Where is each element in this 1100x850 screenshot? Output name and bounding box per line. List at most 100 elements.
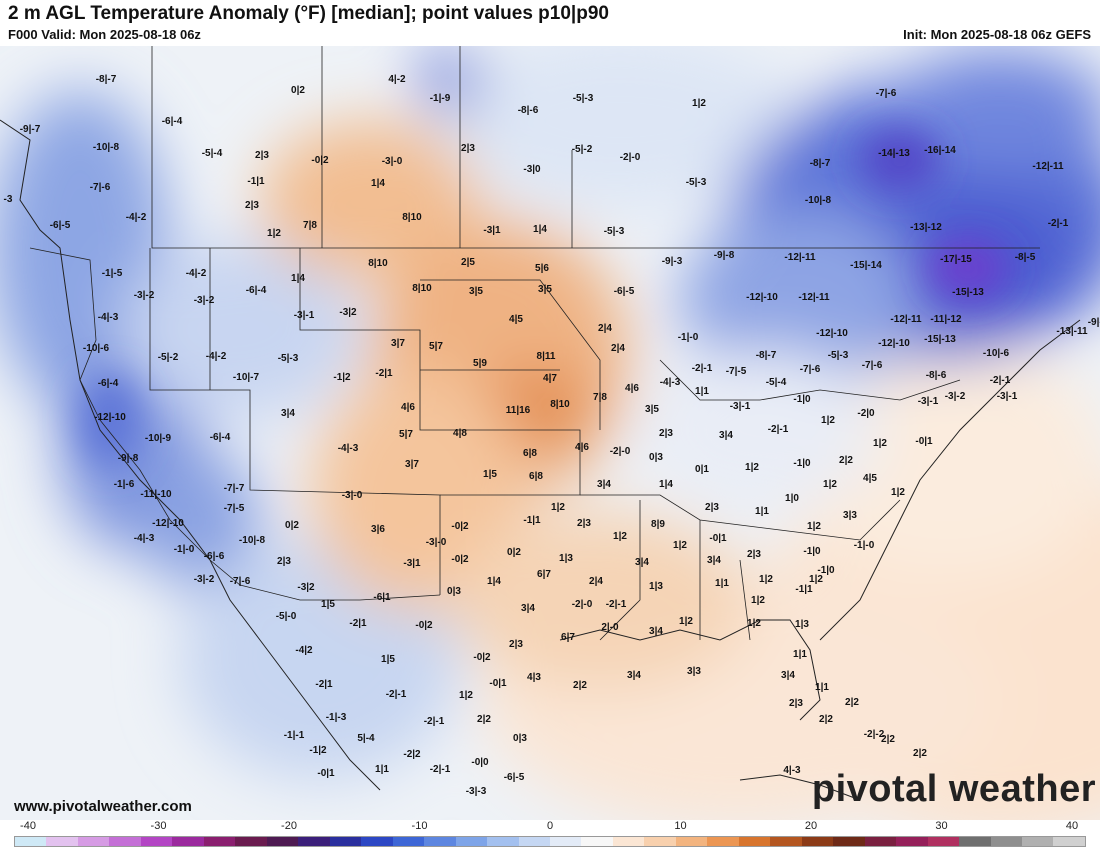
point-value-label: 1|5 — [483, 469, 497, 480]
point-value-label: 1|2 — [673, 540, 687, 551]
point-value-label: 1|2 — [745, 462, 759, 473]
color-legend-swatch — [644, 837, 676, 846]
point-value-label: 2|2 — [881, 734, 895, 745]
point-value-label: 2|3 — [705, 502, 719, 513]
point-value-label: -1|1 — [247, 176, 265, 187]
point-value-label: -11|-12 — [930, 314, 962, 325]
color-legend-swatch — [581, 837, 613, 846]
color-legend-tick: 0 — [546, 820, 554, 832]
map-title: 2 m AGL Temperature Anomaly (°F) [median… — [8, 3, 609, 24]
point-value-label: 2|2 — [839, 455, 853, 466]
point-value-label: 1|2 — [679, 616, 693, 627]
point-value-label: -8|-6 — [518, 105, 539, 116]
point-value-label: -2|-0 — [572, 599, 593, 610]
point-value-label: -10|-6 — [83, 343, 110, 354]
color-legend-swatch — [424, 837, 456, 846]
point-value-label: 2|3 — [789, 698, 803, 709]
point-value-label: -1|2 — [333, 372, 351, 383]
point-value-label: 3|4 — [719, 430, 733, 441]
point-value-label: 0|1 — [695, 464, 709, 475]
point-value-label: 1|2 — [459, 690, 473, 701]
point-value-label: -0|1 — [709, 533, 727, 544]
point-value-label: -2|1 — [375, 368, 393, 379]
point-value-label: 2|4 — [611, 343, 625, 354]
point-value-label: -7|-6 — [90, 182, 111, 193]
point-value-label: 1|2 — [809, 574, 823, 585]
point-value-label: -2|2 — [403, 749, 421, 760]
point-value-label: 1|2 — [759, 574, 773, 585]
point-value-label: -2|1 — [349, 618, 367, 629]
point-value-label: 1|2 — [823, 479, 837, 490]
point-value-label: -1|0 — [817, 565, 835, 576]
point-value-label: -12|-10 — [878, 338, 910, 349]
point-value-label: 2|3 — [659, 428, 673, 439]
point-value-label: -5|-4 — [202, 148, 223, 159]
point-value-label: -3|-0 — [342, 490, 363, 501]
point-value-label: 3|4 — [597, 479, 611, 490]
point-value-label: 1|2 — [613, 531, 627, 542]
point-value-label: 3|3 — [843, 510, 857, 521]
point-value-label: -1|-5 — [102, 268, 123, 279]
point-value-label: -3|2 — [339, 307, 357, 318]
color-legend-swatch — [675, 837, 708, 846]
point-value-label: -3|2 — [297, 582, 315, 593]
point-value-label: -4|-3 — [338, 443, 359, 454]
color-legend-swatch — [770, 837, 802, 846]
color-legend-swatch — [109, 837, 141, 846]
point-value-label: 8|10 — [368, 258, 388, 269]
point-value-label: -14|-13 — [878, 148, 910, 159]
point-value-label: -4|-3 — [660, 377, 681, 388]
color-legend-swatch — [487, 837, 519, 846]
color-legend-swatch — [833, 837, 865, 846]
point-value-label: 8|9 — [651, 519, 665, 530]
point-value-label: -3|-3 — [466, 786, 487, 797]
point-value-label: -10|-7 — [233, 372, 260, 383]
point-value-label: 1|3 — [795, 619, 809, 630]
point-value-label: -8|-7 — [810, 158, 831, 169]
point-value-label: 4|6 — [575, 442, 589, 453]
point-value-label: -7|-5 — [224, 503, 245, 514]
point-value-label: 1|1 — [715, 578, 729, 589]
point-value-label: 1|4 — [371, 178, 385, 189]
point-value-label: -15|-13 — [952, 287, 984, 298]
point-value-label: 3|5 — [538, 284, 552, 295]
point-value-label: -12|-10 — [94, 412, 126, 423]
color-legend-swatch — [518, 837, 550, 846]
color-legend-swatch — [266, 837, 299, 846]
point-value-label: 0|2 — [291, 85, 305, 96]
color-legend-swatch — [1053, 837, 1085, 846]
point-value-label: -1|-3 — [326, 712, 347, 723]
point-value-label: 0|3 — [513, 733, 527, 744]
color-legend: -40 -30 -20 -10 0 10 20 30 40 — [0, 820, 1100, 850]
point-value-label: -0|2 — [451, 521, 469, 532]
point-value-label: -1|1 — [523, 515, 541, 526]
point-value-label: 2|3 — [277, 556, 291, 567]
point-value-label: -4|-2 — [126, 212, 147, 223]
point-value-label: 1|4 — [659, 479, 673, 490]
color-legend-swatch — [455, 837, 488, 846]
point-value-label: -6|-6 — [204, 551, 225, 562]
color-legend-strip — [14, 836, 1086, 847]
color-legend-swatch — [235, 837, 267, 846]
point-value-label: -2|-2 — [864, 729, 885, 740]
point-value-label: -6|-5 — [614, 286, 635, 297]
point-value-label: -12|-10 — [746, 292, 778, 303]
point-value-label: -2|1 — [315, 679, 333, 690]
point-value-label: -1|-1 — [284, 730, 305, 741]
point-value-label: -0|2 — [311, 155, 329, 166]
point-value-label: 7|8 — [303, 220, 317, 231]
point-value-label: -7|-6 — [862, 360, 883, 371]
point-value-label: -8|-6 — [926, 370, 947, 381]
point-value-label: -2|-1 — [606, 599, 627, 610]
color-legend-swatch — [77, 837, 110, 846]
point-value-label: -2|-1 — [768, 424, 789, 435]
point-value-label: -11|-10 — [140, 489, 172, 500]
point-value-label: -12|-11 — [798, 292, 830, 303]
point-value-label: 4|8 — [453, 428, 467, 439]
point-value-label: 3|7 — [391, 338, 405, 349]
point-value-label: -2|-1 — [692, 363, 713, 374]
point-value-label: 1|2 — [807, 521, 821, 532]
point-value-label: 2|3 — [747, 549, 761, 560]
color-legend-swatch — [46, 837, 78, 846]
point-value-label: -8|-5 — [1015, 252, 1036, 263]
